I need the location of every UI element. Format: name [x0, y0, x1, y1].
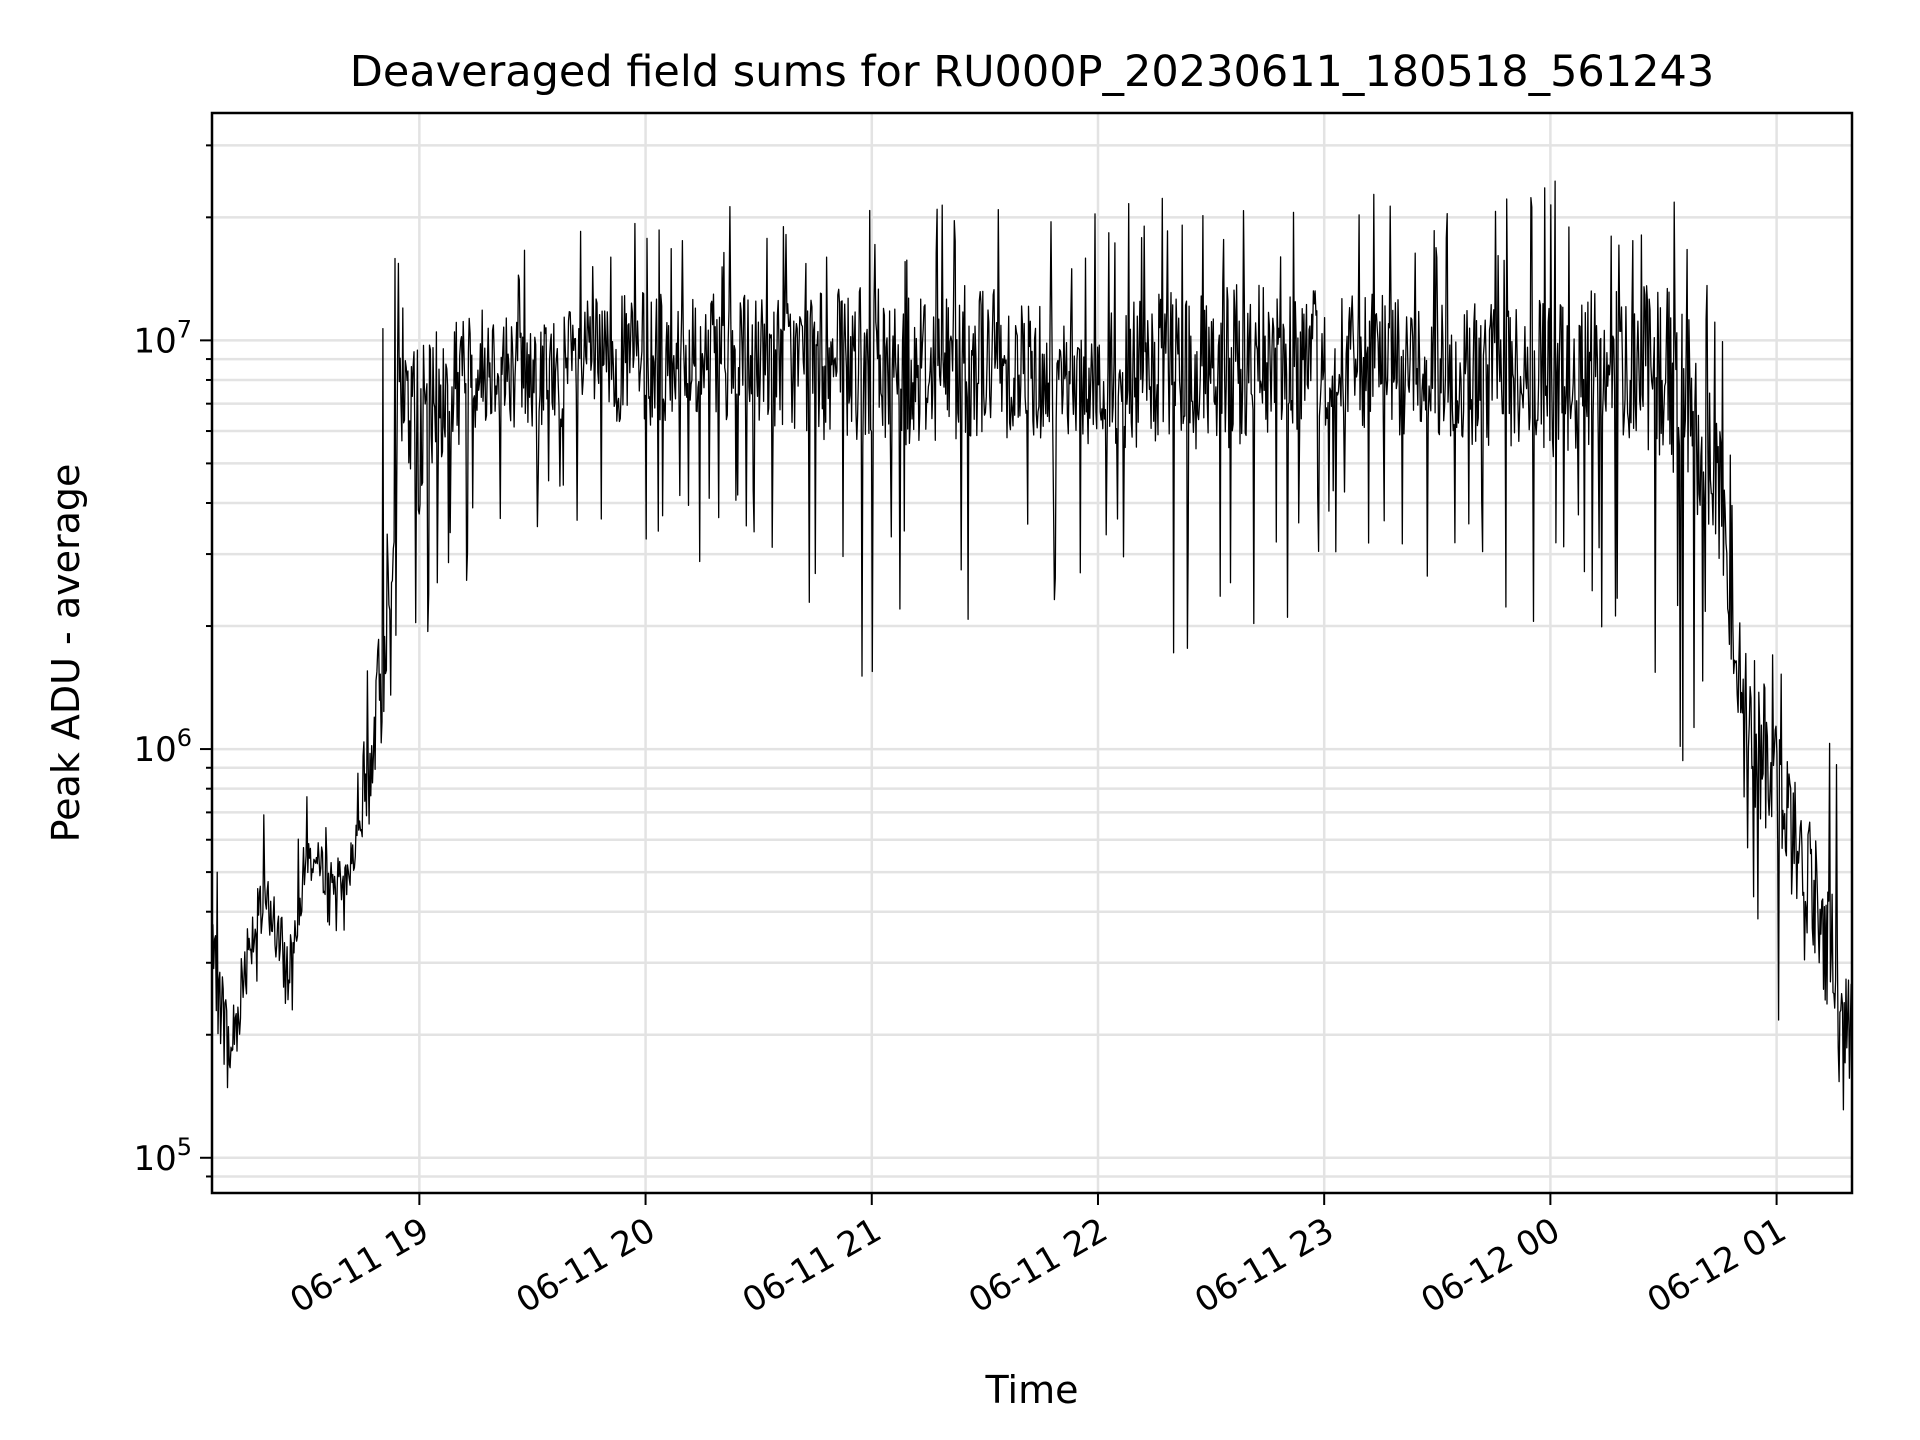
y-tick-label: 107: [133, 315, 192, 361]
plot-frame: [210, 111, 1854, 1195]
y-tick-label: 105: [133, 1133, 192, 1179]
chart-title: Deaveraged field sums for RU000P_2023061…: [350, 47, 1714, 97]
y-axis: 105 106 107: [133, 144, 212, 1179]
x-axis-label: Time: [985, 1368, 1079, 1412]
series-line: [211, 180, 1853, 1111]
y-axis-label: Peak ADU - average: [44, 464, 88, 843]
series-group: [211, 180, 1853, 1111]
y-tick-label: 106: [133, 724, 192, 770]
